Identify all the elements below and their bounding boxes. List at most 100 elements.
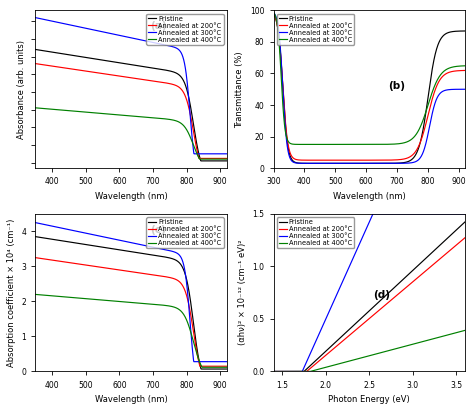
Line: Pristine: Pristine (36, 237, 227, 369)
Text: (a): (a) (150, 21, 167, 32)
Line: Annealed at 300°C: Annealed at 300°C (36, 223, 227, 362)
Pristine (33, 47, 38, 52)
Annealed at 400°C (158, 302, 164, 307)
Annealed at 400°C (80, 296, 85, 301)
Annealed at 400°C (182, 124, 187, 129)
Annealed at 400°C (224, 157, 230, 162)
Line: Pristine: Pristine (36, 49, 227, 161)
Pristine (458, 224, 464, 229)
Annealed at 200°C (93, 264, 99, 269)
Pristine (224, 367, 230, 372)
Annealed at 400°C (420, 118, 426, 123)
Annealed at 200°C (33, 255, 38, 260)
Annealed at 300°C (375, 211, 381, 216)
Annealed at 300°C (271, 369, 276, 374)
Annealed at 400°C (462, 63, 468, 68)
Annealed at 300°C (206, 151, 211, 156)
Annealed at 400°C (331, 142, 337, 147)
Annealed at 400°C (80, 109, 85, 114)
Pristine (362, 313, 367, 318)
Annealed at 300°C (420, 150, 426, 155)
Pristine (158, 254, 164, 259)
Annealed at 300°C (80, 25, 85, 30)
Annealed at 400°C (325, 142, 331, 147)
Annealed at 300°C (93, 28, 99, 33)
Annealed at 400°C (385, 349, 391, 353)
Line: Annealed at 400°C: Annealed at 400°C (36, 108, 227, 159)
Legend: Pristine, Annealed at 200°C, Annealed at 300°C, Annealed at 400°C: Pristine, Annealed at 200°C, Annealed at… (146, 14, 224, 45)
Annealed at 400°C (362, 355, 367, 360)
Annealed at 300°C (385, 211, 391, 216)
Pristine (224, 158, 230, 163)
Annealed at 200°C (224, 364, 230, 369)
Pristine (80, 242, 85, 247)
X-axis label: Wavelength (nm): Wavelength (nm) (333, 192, 406, 201)
Annealed at 400°C (87, 110, 92, 115)
Pristine (462, 219, 468, 224)
Annealed at 200°C (462, 235, 468, 240)
Annealed at 200°C (182, 92, 187, 97)
Pristine (182, 81, 187, 85)
Annealed at 400°C (444, 67, 449, 72)
Annealed at 200°C (158, 274, 164, 279)
Annealed at 300°C (331, 161, 337, 166)
Legend: Pristine, Annealed at 200°C, Annealed at 300°C, Annealed at 400°C: Pristine, Annealed at 200°C, Annealed at… (277, 14, 354, 45)
Pristine (385, 291, 391, 296)
X-axis label: Wavelength (nm): Wavelength (nm) (95, 395, 168, 404)
Annealed at 300°C (33, 220, 38, 225)
Line: Pristine: Pristine (273, 222, 465, 372)
Annealed at 400°C (428, 337, 433, 342)
Annealed at 300°C (33, 15, 38, 20)
Annealed at 400°C (93, 111, 99, 115)
Annealed at 400°C (200, 365, 205, 370)
Annealed at 300°C (444, 88, 449, 92)
Pristine (93, 57, 99, 62)
Pristine (87, 242, 92, 247)
Annealed at 400°C (363, 354, 368, 359)
Text: (c): (c) (150, 225, 166, 235)
Pristine (182, 270, 187, 275)
Line: Annealed at 200°C: Annealed at 200°C (36, 64, 227, 158)
Annealed at 200°C (80, 68, 85, 73)
Text: (b): (b) (389, 81, 405, 91)
Annealed at 200°C (224, 156, 230, 161)
Annealed at 300°C (87, 26, 92, 31)
Annealed at 300°C (458, 211, 464, 216)
Annealed at 200°C (197, 364, 203, 369)
Pristine (93, 244, 99, 249)
Annealed at 400°C (224, 365, 230, 370)
Annealed at 200°C (206, 156, 211, 161)
Annealed at 200°C (87, 263, 92, 268)
Annealed at 200°C (363, 319, 368, 324)
Annealed at 400°C (374, 351, 380, 356)
Pristine (199, 367, 204, 372)
Pristine (332, 161, 337, 166)
Annealed at 400°C (206, 157, 211, 162)
Annealed at 200°C (80, 262, 85, 267)
Pristine (87, 55, 92, 60)
Pristine (428, 252, 433, 256)
Annealed at 300°C (428, 211, 434, 216)
Annealed at 200°C (428, 264, 433, 269)
Annealed at 300°C (363, 227, 368, 232)
Legend: Pristine, Annealed at 200°C, Annealed at 300°C, Annealed at 400°C: Pristine, Annealed at 200°C, Annealed at… (277, 217, 354, 248)
Annealed at 300°C (191, 359, 197, 364)
Line: Annealed at 400°C: Annealed at 400°C (36, 294, 227, 367)
Annealed at 400°C (158, 116, 164, 121)
Annealed at 400°C (33, 292, 38, 297)
Pristine (33, 234, 38, 239)
Annealed at 200°C (196, 156, 202, 161)
Legend: Pristine, Annealed at 200°C, Annealed at 300°C, Annealed at 400°C: Pristine, Annealed at 200°C, Annealed at… (146, 217, 224, 248)
Annealed at 400°C (206, 365, 211, 370)
Annealed at 200°C (331, 158, 337, 163)
X-axis label: Photon Energy (eV): Photon Energy (eV) (328, 395, 410, 404)
Annealed at 200°C (93, 70, 99, 75)
Annealed at 300°C (325, 161, 330, 166)
Annealed at 300°C (224, 359, 230, 364)
Annealed at 300°C (158, 246, 164, 251)
X-axis label: Wavelength (nm): Wavelength (nm) (95, 192, 168, 201)
Y-axis label: Absorption coefficient × 10⁴ (cm⁻¹): Absorption coefficient × 10⁴ (cm⁻¹) (7, 219, 16, 367)
Line: Annealed at 300°C: Annealed at 300°C (273, 12, 465, 163)
Y-axis label: Transmittance (%): Transmittance (%) (236, 51, 245, 127)
Annealed at 200°C (397, 157, 402, 162)
